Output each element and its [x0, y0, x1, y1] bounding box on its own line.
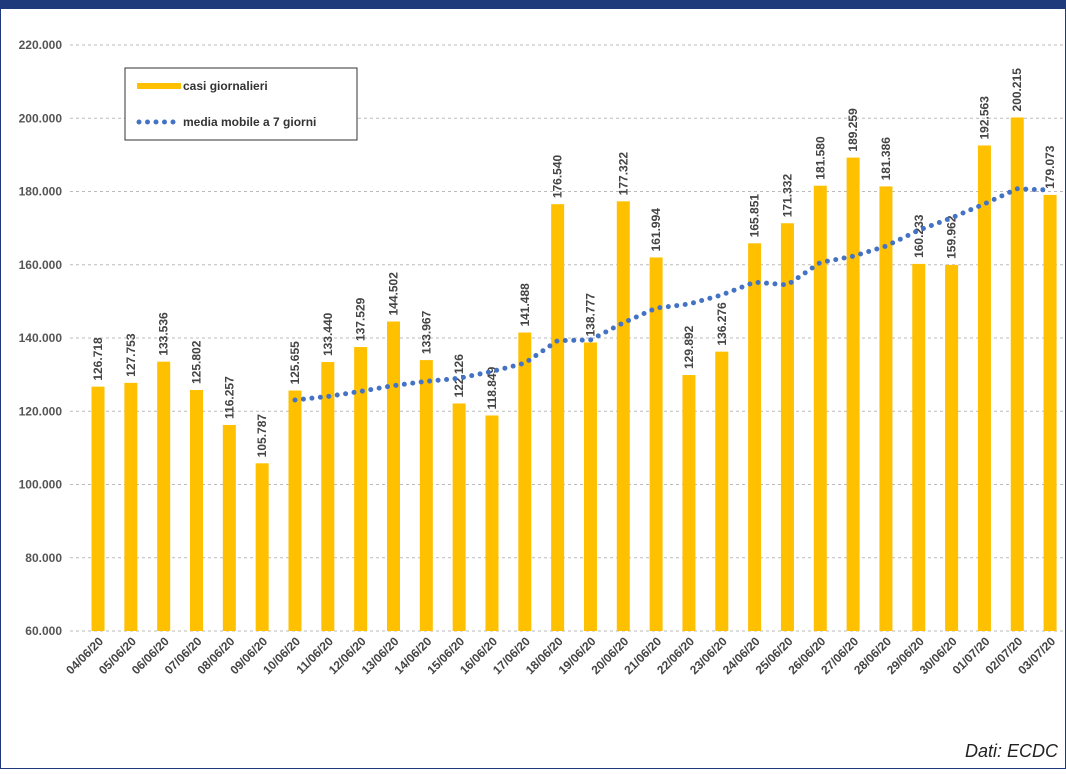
bar: [551, 204, 565, 632]
bar: [91, 386, 105, 631]
legend-label: media mobile a 7 giorni: [183, 115, 316, 129]
bar: [288, 390, 302, 631]
bar: [583, 342, 597, 631]
data-label: 137.529: [354, 297, 368, 341]
data-label: 129.892: [682, 325, 696, 369]
data-label: 118.849: [485, 366, 499, 409]
y-tick-label: 140.000: [19, 331, 63, 345]
bar: [419, 360, 433, 631]
bar: [780, 223, 794, 631]
bar: [616, 201, 630, 632]
data-label: 192.563: [977, 96, 991, 140]
y-tick-label: 80.000: [25, 551, 62, 565]
bar: [354, 347, 368, 631]
y-tick-label: 180.000: [19, 185, 63, 199]
data-label: 181.580: [813, 136, 827, 180]
data-label: 144.502: [386, 272, 400, 316]
x-tick-label: 03/07/20: [1015, 634, 1058, 677]
data-label: 171.332: [780, 174, 794, 218]
bar: [124, 382, 138, 631]
bar: [190, 390, 204, 631]
data-label: 136.276: [715, 302, 729, 346]
bar: [321, 362, 335, 631]
data-label: 125.802: [190, 340, 204, 384]
data-label: 189.259: [846, 108, 860, 152]
y-tick-label: 200.000: [19, 111, 63, 125]
data-label: 177.322: [616, 152, 630, 196]
data-label: 200.215: [1010, 68, 1024, 112]
bar: [912, 263, 926, 631]
y-tick-label: 120.000: [19, 404, 63, 418]
bar: [386, 321, 400, 631]
y-tick-label: 60.000: [25, 624, 62, 638]
data-label: 126.718: [91, 337, 105, 381]
bar: [977, 145, 991, 631]
moving-average-line: [292, 186, 1053, 403]
legend-label: casi giornalieri: [183, 79, 268, 93]
bar: [879, 186, 893, 632]
data-label: 122.126: [452, 354, 466, 398]
legend-swatch: [137, 83, 181, 89]
bar: [518, 332, 532, 631]
bar: [157, 361, 171, 631]
y-tick-label: 220.000: [19, 38, 63, 52]
data-label: 133.536: [157, 312, 171, 356]
bar: [1043, 194, 1057, 631]
data-label: 181.386: [879, 137, 893, 181]
data-label: 133.440: [321, 312, 335, 356]
data-label: 116.257: [222, 376, 236, 419]
bar: [255, 463, 269, 631]
header-band: [0, 0, 1066, 9]
bar: [682, 375, 696, 631]
bar: [452, 403, 466, 631]
data-label: 165.851: [748, 194, 762, 238]
y-tick-label: 100.000: [19, 478, 63, 492]
data-label: 161.994: [649, 208, 663, 252]
data-label: 141.488: [518, 283, 532, 327]
source-note: Dati: ECDC: [965, 741, 1059, 761]
data-label: 179.073: [1043, 145, 1057, 189]
data-label: 138.777: [583, 293, 597, 337]
data-label: 127.753: [124, 333, 138, 377]
bar: [1010, 117, 1024, 631]
bar: [945, 264, 959, 631]
data-label: 159.962: [945, 215, 959, 259]
bar: [485, 415, 499, 631]
bar: [813, 185, 827, 631]
y-tick-label: 160.000: [19, 258, 63, 272]
bar: [649, 257, 663, 631]
data-label: 176.540: [551, 154, 565, 198]
bar: [715, 351, 729, 631]
data-label: 125.655: [288, 341, 302, 385]
legend-box: [124, 67, 358, 141]
bar: [846, 157, 860, 631]
bar: [222, 424, 236, 631]
bar: [748, 243, 762, 631]
data-label: 133.967: [419, 310, 433, 354]
data-label: 105.787: [255, 414, 269, 458]
data-label: 160.233: [912, 214, 926, 258]
